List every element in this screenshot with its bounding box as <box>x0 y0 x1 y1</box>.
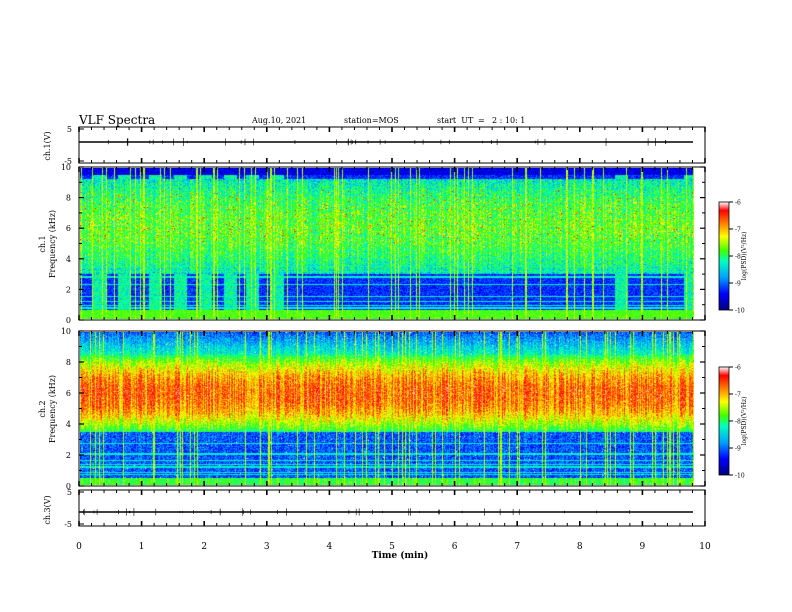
y-tick-label: -5 <box>64 157 72 166</box>
x-tick-label-1: 1 <box>139 542 145 552</box>
x-axis-label: Time (min) <box>372 550 429 561</box>
ch1-spec-ylabel-1: ch.1 <box>38 235 47 252</box>
ch2-colorbar-label: log(PSD)(V²/Hz) <box>741 397 748 446</box>
colorbar-tick-label: -10 <box>735 308 745 315</box>
colorbar-tick-label: -8 <box>735 254 741 261</box>
colorbar-tick-label: -9 <box>735 446 741 453</box>
y-tick-label: -5 <box>64 520 72 529</box>
x-tick-label-4: 4 <box>327 542 333 552</box>
ch1-colorbar-label: log(PSD)(V²/Hz) <box>741 232 748 281</box>
colorbar-tick-label: -9 <box>735 281 741 288</box>
ch1-spec-ylabel-2: Frequency (kHz) <box>48 210 57 278</box>
y-tick-label: 5 <box>67 488 72 497</box>
start-ut-value: 2 : 10: 1 <box>492 116 526 125</box>
start-ut-label: start UT <box>437 116 474 125</box>
ch2-colorbar <box>718 366 730 476</box>
station-label: station=MOS <box>344 116 399 125</box>
colorbar-tick-label: -8 <box>735 419 741 426</box>
x-tick-label-0: 0 <box>76 542 82 552</box>
ch3-waveform-frame <box>78 489 706 527</box>
y-tick-label: 2 <box>66 285 71 294</box>
ch2-spec-ylabel-2: Frequency (kHz) <box>48 375 57 443</box>
ch2-spectrogram-image <box>80 332 694 485</box>
colorbar-tick-label: -7 <box>735 227 741 234</box>
start-ut-equals: = <box>478 116 485 125</box>
y-tick-label: 0 <box>66 482 71 491</box>
y-tick-label: 4 <box>66 255 71 264</box>
y-tick-label: 6 <box>66 389 71 398</box>
y-tick-label: 2 <box>66 451 71 460</box>
y-tick-label: 10 <box>61 163 71 172</box>
ch2-spec-ylabel-1: ch.2 <box>38 400 47 417</box>
y-tick-label: 8 <box>66 194 71 203</box>
x-tick-label-5: 5 <box>389 542 395 552</box>
y-tick-label: 5 <box>67 125 72 134</box>
colorbar-tick-label: -6 <box>735 200 741 207</box>
x-tick-label-7: 7 <box>514 542 520 552</box>
ch1-colorbar <box>718 201 730 311</box>
figure-title: VLF Spectra <box>79 113 156 127</box>
x-tick-label-3: 3 <box>264 542 270 552</box>
x-tick-label-8: 8 <box>577 542 583 552</box>
y-tick-label: 10 <box>61 327 71 336</box>
ch1-waveform-frame <box>78 126 706 164</box>
x-tick-label-9: 9 <box>640 542 646 552</box>
colorbar-tick-label: -7 <box>735 392 741 399</box>
y-tick-label: 6 <box>66 224 71 233</box>
ch1-spectrogram-image <box>80 168 694 319</box>
colorbar-tick-label: -10 <box>735 473 745 480</box>
x-tick-label-10: 10 <box>699 542 711 552</box>
colorbar-tick-label: -6 <box>735 365 741 372</box>
x-tick-label-6: 6 <box>452 542 458 552</box>
y-tick-label: 0 <box>66 316 71 325</box>
y-tick-label: 4 <box>66 420 71 429</box>
y-tick-label: 8 <box>66 358 71 367</box>
ch1-wave-ylabel: ch.1(V) <box>43 131 52 160</box>
x-tick-label-2: 2 <box>201 542 207 552</box>
ch3-wave-ylabel: ch.3(V) <box>43 495 52 524</box>
date-label: Aug.10, 2021 <box>252 116 307 125</box>
